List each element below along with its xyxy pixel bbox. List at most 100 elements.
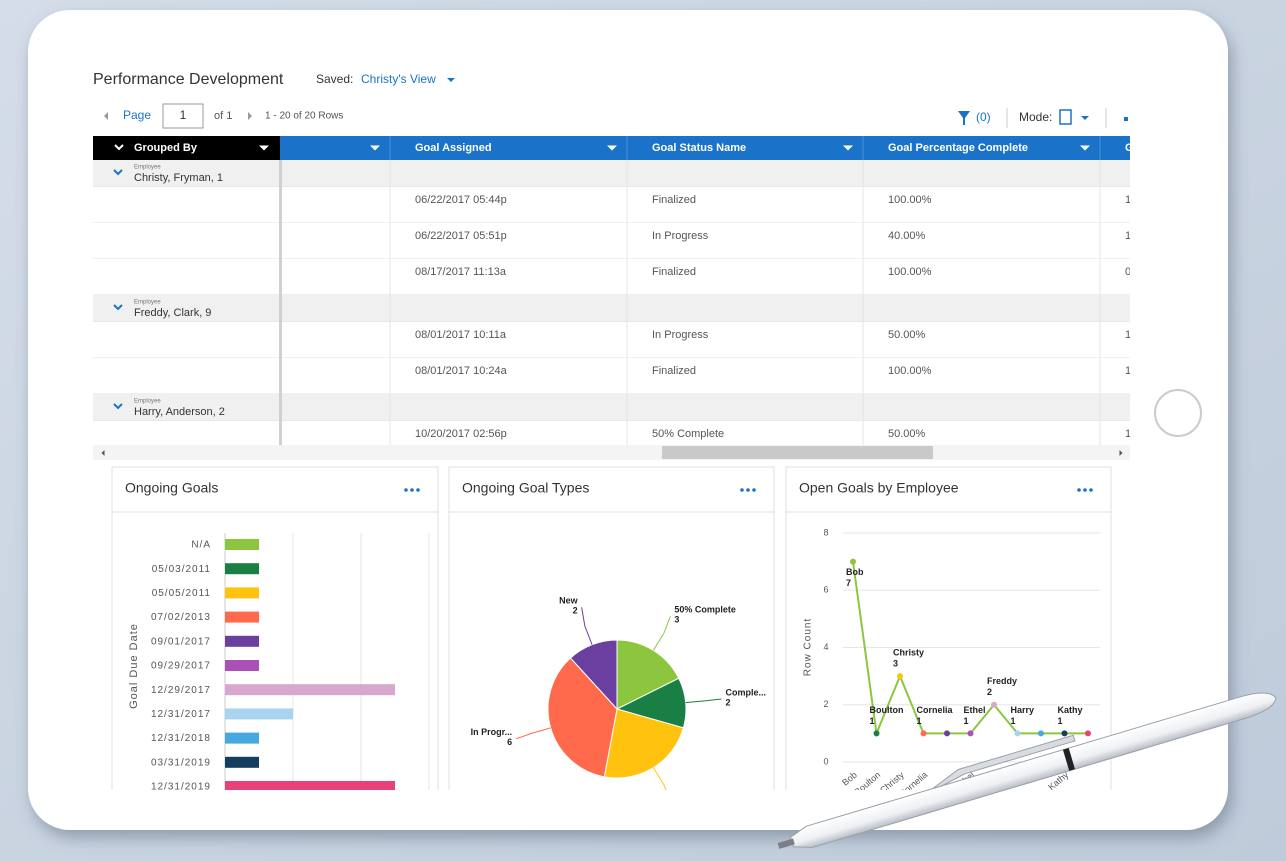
caret-icon: [1080, 145, 1090, 151]
caret-icon: [370, 145, 380, 151]
column-header-bar: [280, 136, 1130, 160]
grouped-by-label: Grouped By: [134, 142, 198, 154]
widget-panel: [785, 466, 1112, 790]
y-tick-label: 05/05/2011: [152, 588, 211, 599]
row-count: 1 - 20 of 20 Rows: [265, 111, 343, 122]
y-axis-title: Row Count: [803, 618, 814, 676]
data-label-value: 2: [987, 687, 992, 697]
y-tick-label: 07/02/2013: [151, 612, 211, 623]
group-label: Employee: [134, 165, 161, 171]
pie-slice: [547, 657, 618, 778]
toolbar-icon[interactable]: [1124, 117, 1128, 121]
table-cell: 100.00%: [888, 266, 932, 278]
bar: [225, 587, 259, 599]
data-point: [1061, 730, 1068, 737]
more-menu-dot[interactable]: [1083, 488, 1087, 492]
bar: [225, 684, 395, 696]
data-label-value: 1: [917, 716, 922, 726]
slice-value: 6: [507, 737, 512, 747]
table-cell: In Progress: [652, 230, 709, 242]
page-input[interactable]: [162, 103, 204, 129]
data-label-name: Cornelia: [917, 705, 954, 715]
data-label-value: 3: [893, 659, 898, 669]
widget-title: Ongoing Goals: [125, 480, 218, 496]
table-cell: 1: [1125, 230, 1131, 242]
more-menu-dot[interactable]: [1077, 488, 1081, 492]
table-cell: Finalized: [652, 365, 696, 377]
chevron-icon[interactable]: [113, 403, 123, 410]
caret-icon: [447, 78, 455, 82]
data-label-value: 1: [1058, 716, 1063, 726]
more-menu-dot[interactable]: [746, 488, 750, 492]
more-menu-dot[interactable]: [740, 488, 744, 492]
bar: [225, 660, 259, 671]
leader-line: [685, 698, 722, 704]
scrollbar-thumb[interactable]: [662, 446, 933, 459]
table-cell: 06/22/2017 05:44p: [415, 194, 507, 206]
y-tick-label: 12/31/2018: [151, 733, 211, 744]
more-menu-dot[interactable]: [416, 488, 420, 492]
data-row: [93, 259, 1130, 295]
home-button[interactable]: [1154, 389, 1202, 437]
saved-label: Saved:: [316, 72, 353, 86]
table-cell: 1: [1125, 194, 1131, 206]
bar: [225, 611, 259, 623]
column-header: Goal Assigned: [415, 142, 492, 154]
table-cell: 08/17/2017 11:13a: [415, 266, 507, 278]
mode-icon[interactable]: [1059, 109, 1072, 125]
chevron-icon[interactable]: [113, 169, 123, 176]
bar: [225, 539, 259, 550]
pie-slice: [616, 639, 680, 710]
slice-value: 2: [573, 606, 578, 616]
caret-icon: [1119, 450, 1123, 456]
saved-view-link[interactable]: Christy's View: [361, 72, 436, 86]
table-cell: 1: [1125, 329, 1131, 341]
data-point: [1085, 730, 1091, 737]
pie-slice: [603, 708, 684, 779]
group-row: [93, 295, 1130, 322]
more-menu-dot[interactable]: [752, 488, 756, 492]
data-label-value: 1: [1011, 716, 1016, 726]
column-header: Goal Percentage Complete: [888, 142, 1028, 154]
y-tick-label: 09/29/2017: [151, 661, 211, 672]
screen-content: Performance Development Saved: Christy's V…: [93, 71, 1131, 790]
table-cell: 08/01/2017 10:24a: [415, 365, 508, 377]
slice-label: New: [559, 596, 579, 606]
y-tick-label: 0: [823, 756, 828, 766]
group-row: [93, 160, 1130, 187]
data-label-value: 1: [964, 716, 969, 726]
table-cell: 40.00%: [888, 230, 926, 242]
data-point: [1014, 730, 1021, 737]
frozen-column-shadow: [279, 160, 282, 445]
leader-line: [652, 767, 667, 790]
grouped-by-header[interactable]: [93, 136, 280, 160]
more-menu-dot[interactable]: [1089, 488, 1093, 492]
filter-count: (0): [976, 110, 991, 124]
chevron-icon[interactable]: [113, 304, 123, 311]
leader-line: [581, 607, 593, 645]
group-name: Harry, Anderson, 2: [134, 406, 225, 418]
table-cell: 1: [1125, 428, 1131, 440]
caret-icon: [101, 450, 105, 456]
more-menu-dot[interactable]: [410, 488, 414, 492]
y-tick-label: 8: [823, 527, 828, 537]
y-tick-label: 12/29/2017: [151, 685, 211, 696]
bar: [225, 708, 293, 720]
table-cell: 10/20/2017 02:56p: [415, 428, 507, 440]
data-label-name: Freddy: [987, 676, 1017, 686]
slice-label: Comple...: [726, 687, 767, 697]
caret-icon: [248, 112, 252, 120]
y-tick-label: 6: [823, 585, 828, 595]
slice-label: In Progr...: [471, 727, 513, 737]
bar: [225, 563, 259, 575]
more-menu-dot[interactable]: [404, 488, 408, 492]
group-label: Employee: [134, 399, 161, 405]
data-point: [967, 730, 974, 737]
table-cell: In Progress: [652, 329, 709, 341]
slice-value: 2: [726, 697, 731, 707]
table-cell: 100.00%: [888, 194, 932, 206]
y-axis-title: Goal Due Date: [128, 623, 140, 709]
group-row: [93, 394, 1130, 421]
filter-icon[interactable]: [958, 111, 970, 125]
data-table: Grouped By Goal Assigned Goal Status Name G…: [93, 136, 1131, 445]
